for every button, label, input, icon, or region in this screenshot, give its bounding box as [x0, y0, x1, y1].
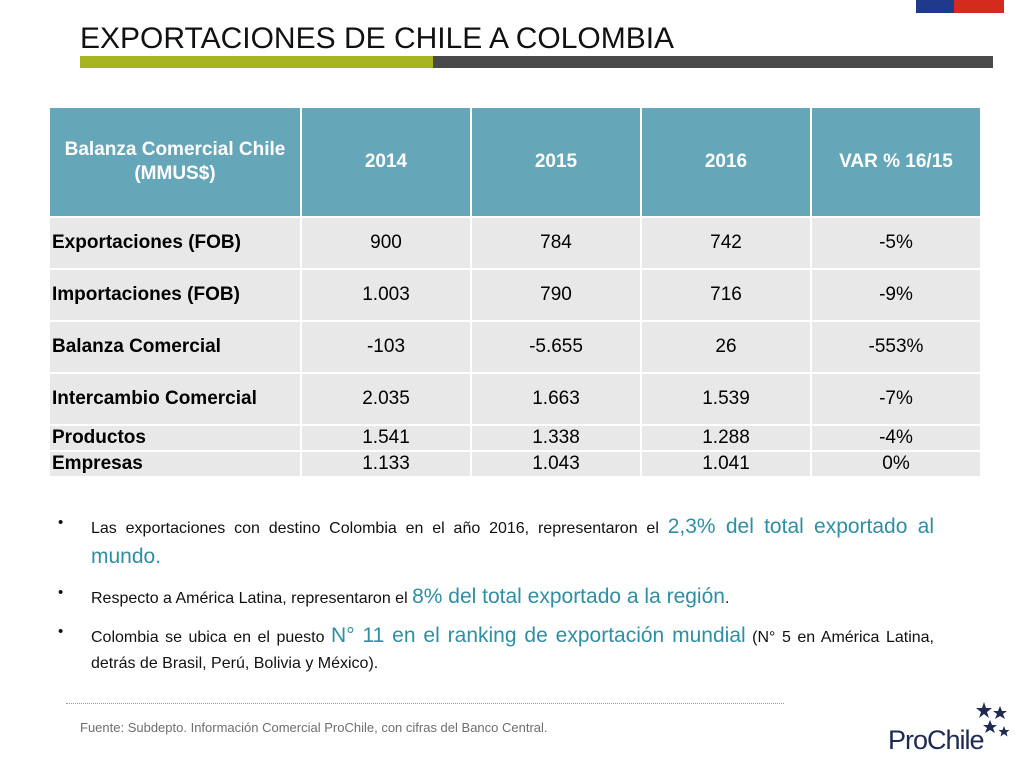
list-item: • Colombia se ubica en el puesto N° 11 e… [56, 621, 934, 675]
table-row: Exportaciones (FOB) 900 784 742 -5% [48, 216, 982, 270]
table-cell: -553% [810, 320, 982, 374]
key-facts-list: • Las exportaciones con destino Colombia… [56, 512, 934, 684]
row-label: Intercambio Comercial [48, 372, 302, 426]
flag-blue-band [916, 0, 954, 13]
row-label: Importaciones (FOB) [48, 268, 302, 322]
bullet-icon: • [58, 514, 64, 531]
bullet-text: Las exportaciones con destino Colombia e… [91, 520, 668, 537]
source-note: Fuente: Subdepto. Información Comercial … [80, 720, 548, 735]
row-label: Productos [48, 424, 302, 452]
row-label: Empresas [48, 450, 302, 478]
bullet-tail: (N° 5 en América Latina, detrás de Brasi… [91, 629, 934, 672]
trade-balance-table: Balanza Comercial Chile (MMUS$) 2014 201… [48, 106, 982, 478]
table-cell: 900 [300, 216, 472, 270]
table-row: Productos 1.541 1.338 1.288 -4% [48, 424, 982, 452]
row-label: Exportaciones (FOB) [48, 216, 302, 270]
chile-flag-strip [916, 0, 1004, 13]
title-bar-gray [433, 56, 993, 68]
table-cell: -5.655 [470, 320, 642, 374]
prochile-logo: ProChile [888, 725, 985, 755]
row-label: Balanza Comercial [48, 320, 302, 374]
table-cell: 1.338 [470, 424, 642, 452]
bullet-text: Colombia se ubica en el puesto [91, 629, 332, 647]
table-cell: 1.003 [300, 268, 472, 322]
table-cell: -9% [810, 268, 982, 322]
table-header-row: Balanza Comercial Chile (MMUS$) 2014 201… [48, 106, 982, 218]
table-cell: -103 [300, 320, 472, 374]
table-cell: -4% [810, 424, 982, 452]
list-item: • Respecto a América Latina, representar… [56, 582, 934, 612]
page-title: EXPORTACIONES DE CHILE A COLOMBIA [80, 22, 675, 55]
table-cell: 1.541 [300, 424, 472, 452]
title-underline-bar [80, 56, 993, 68]
column-header: 2015 [470, 106, 642, 218]
table-row: Empresas 1.133 1.043 1.041 0% [48, 450, 982, 478]
flag-red-band [954, 0, 1004, 13]
table-cell: 1.288 [640, 424, 812, 452]
prochile-stars-icon [976, 702, 1010, 737]
bullet-tail: . [724, 589, 730, 607]
bullet-icon: • [58, 623, 64, 641]
table-cell: 1.043 [470, 450, 642, 478]
bullet-highlight: 8% del total exportado a la región [412, 584, 725, 608]
table-row: Importaciones (FOB) 1.003 790 716 -9% [48, 268, 982, 322]
column-header: 2014 [300, 106, 472, 218]
table-cell: 1.663 [470, 372, 642, 426]
bullet-highlight: 2,3% del total exportado al mundo. [91, 515, 934, 569]
title-bar-green [80, 56, 433, 68]
table-cell: 0% [810, 450, 982, 478]
table-cell: 784 [470, 216, 642, 270]
table-cell: 2.035 [300, 372, 472, 426]
table-cell: 1.539 [640, 372, 812, 426]
table-cell: 790 [470, 268, 642, 322]
column-header: 2016 [640, 106, 812, 218]
table-cell: 1.133 [300, 450, 472, 478]
table-cell: 716 [640, 268, 812, 322]
table-cell: 1.041 [640, 450, 812, 478]
list-item: • Las exportaciones con destino Colombia… [56, 512, 934, 573]
bullet-text: Respecto a América Latina, representaron… [91, 589, 413, 607]
table-cell: -7% [810, 372, 982, 426]
table-cell: 742 [640, 216, 812, 270]
table-row: Intercambio Comercial 2.035 1.663 1.539 … [48, 372, 982, 426]
bullet-icon: • [58, 583, 64, 601]
column-header: Balanza Comercial Chile (MMUS$) [48, 106, 302, 218]
table-cell: -5% [810, 216, 982, 270]
table-cell: 26 [640, 320, 812, 374]
footer-divider [66, 703, 784, 704]
bullet-highlight: N° 11 en el ranking de exportación mundi… [331, 624, 746, 648]
table-row: Balanza Comercial -103 -5.655 26 -553% [48, 320, 982, 374]
column-header: VAR % 16/15 [810, 106, 982, 218]
